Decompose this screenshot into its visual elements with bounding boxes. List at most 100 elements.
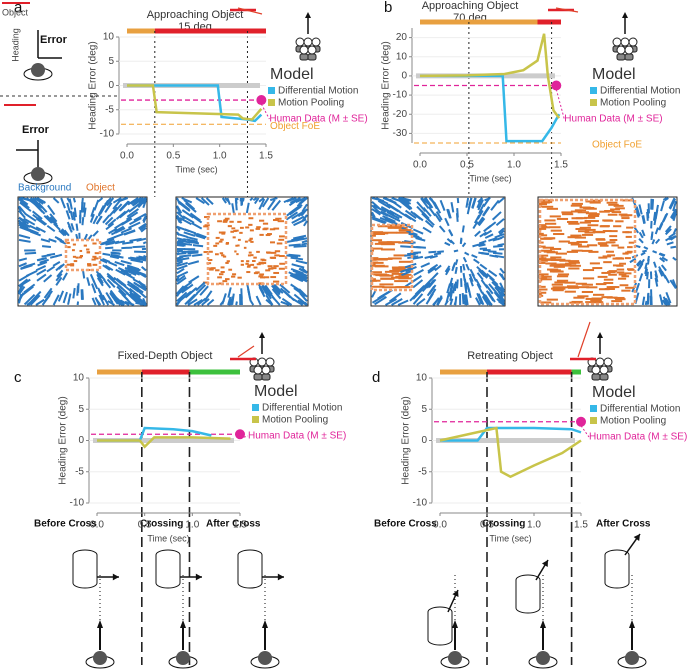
flow-line xyxy=(46,224,56,233)
flow-line xyxy=(435,211,443,221)
model-icon xyxy=(253,373,263,381)
flow-line xyxy=(420,209,430,220)
crossing-label: Before Cross xyxy=(34,519,97,530)
y-tick-label: 10 xyxy=(416,373,428,384)
flow-line xyxy=(664,228,672,236)
flow-line xyxy=(57,290,65,302)
flow-line xyxy=(36,256,47,262)
observer-heading xyxy=(180,620,186,628)
flow-line xyxy=(273,283,284,294)
flow-line xyxy=(416,201,427,213)
series-line xyxy=(440,426,582,442)
flow-line xyxy=(294,272,308,280)
flow-line xyxy=(634,207,640,218)
flow-line xyxy=(269,197,278,202)
flow-line xyxy=(69,210,74,221)
flow-line xyxy=(130,258,144,264)
flow-line xyxy=(388,292,402,303)
observer xyxy=(625,651,639,665)
flow-line xyxy=(455,213,459,222)
flow-line xyxy=(412,255,424,260)
flow-line xyxy=(665,291,672,304)
flow-line xyxy=(498,229,505,236)
flow-line xyxy=(115,210,127,220)
model-label: Model xyxy=(254,383,298,400)
flow-line xyxy=(663,274,670,284)
flow-line xyxy=(52,197,60,204)
legend-label: Differential Motion xyxy=(600,86,680,97)
flow-line xyxy=(271,288,282,300)
flow-line xyxy=(420,262,431,268)
flow-line xyxy=(114,260,125,267)
object-arrow xyxy=(237,345,255,358)
flow-line xyxy=(35,265,47,272)
flow-line xyxy=(60,229,67,237)
y-tick-label: 0 xyxy=(421,435,427,446)
model-icon xyxy=(265,357,275,367)
flow-line xyxy=(188,275,200,284)
model-icon xyxy=(616,53,626,61)
flow-line xyxy=(477,199,484,211)
flow-line xyxy=(480,252,489,256)
flow-line xyxy=(497,243,505,247)
flow-line xyxy=(113,280,123,290)
model-icon xyxy=(620,37,630,47)
legend-swatch xyxy=(252,404,259,411)
flow-line xyxy=(127,197,139,206)
motion-arrow xyxy=(452,590,459,597)
flow-line xyxy=(478,240,487,245)
flow-line xyxy=(72,211,76,221)
flow-line xyxy=(30,290,42,303)
flow-line xyxy=(297,208,308,218)
flow-line xyxy=(301,267,308,274)
flow-line xyxy=(444,265,451,273)
flow-line xyxy=(132,278,146,287)
flow-line xyxy=(492,251,503,255)
flow-line xyxy=(23,293,36,306)
legend-swatch xyxy=(590,99,597,106)
flow-line xyxy=(490,199,500,211)
model-icon xyxy=(261,373,271,381)
panel-label: c xyxy=(14,369,22,386)
flow-line xyxy=(377,290,391,300)
flow-line xyxy=(96,273,104,283)
observer xyxy=(448,651,462,665)
flow-line xyxy=(105,222,115,231)
flow-line xyxy=(476,197,483,209)
flow-line xyxy=(255,295,262,306)
flow-line xyxy=(661,256,669,262)
flow-line xyxy=(67,293,72,305)
flow-line xyxy=(412,279,424,289)
flow-line xyxy=(179,281,193,291)
flow-line xyxy=(454,266,458,274)
object-arrow xyxy=(237,7,263,15)
flow-line xyxy=(101,199,109,212)
flow-line xyxy=(464,251,470,256)
flow-line xyxy=(62,272,68,281)
flow-line xyxy=(644,266,648,275)
flow-line xyxy=(477,242,485,247)
flow-line xyxy=(106,240,116,245)
flow-line xyxy=(179,290,192,302)
observer-heading xyxy=(540,620,546,628)
model-icon xyxy=(299,45,309,55)
motion-arrow xyxy=(195,573,202,581)
flow-line xyxy=(412,293,424,305)
flow-line xyxy=(658,222,664,231)
flow-line xyxy=(444,217,450,227)
flow-line xyxy=(636,259,642,266)
key-error: Error xyxy=(40,34,68,46)
y-tick-label: -5 xyxy=(418,466,427,477)
flow-line xyxy=(494,233,505,239)
flow-line xyxy=(425,292,434,305)
series-line xyxy=(127,84,263,121)
flow-line xyxy=(290,256,304,261)
flow-line xyxy=(129,237,142,243)
model-arrow xyxy=(305,12,311,18)
series-line xyxy=(127,84,263,123)
flow-line xyxy=(176,261,188,267)
flow-line xyxy=(107,218,117,227)
flow-line xyxy=(453,281,458,292)
legend-label: Motion Pooling xyxy=(278,98,344,109)
flow-line xyxy=(139,224,147,231)
